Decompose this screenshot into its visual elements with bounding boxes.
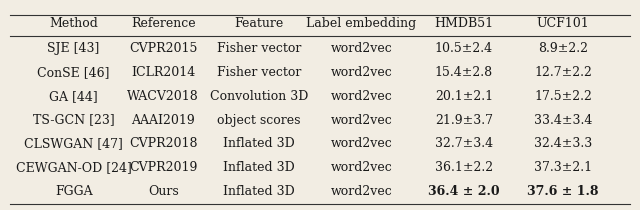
Text: GA [44]: GA [44]: [49, 90, 98, 103]
Text: 10.5±2.4: 10.5±2.4: [435, 42, 493, 55]
Text: CVPR2015: CVPR2015: [129, 42, 197, 55]
Text: HMDB51: HMDB51: [435, 17, 493, 30]
Text: CLSWGAN [47]: CLSWGAN [47]: [24, 137, 123, 150]
Text: word2vec: word2vec: [331, 185, 392, 198]
Text: CVPR2019: CVPR2019: [129, 161, 197, 174]
Text: 8.9±2.2: 8.9±2.2: [538, 42, 588, 55]
Text: word2vec: word2vec: [331, 161, 392, 174]
Text: 32.4±3.3: 32.4±3.3: [534, 137, 593, 150]
Text: word2vec: word2vec: [331, 114, 392, 127]
Text: CEWGAN-OD [24]: CEWGAN-OD [24]: [15, 161, 132, 174]
Text: UCF101: UCF101: [537, 17, 589, 30]
Text: Ours: Ours: [148, 185, 179, 198]
Text: 33.4±3.4: 33.4±3.4: [534, 114, 593, 127]
Text: 20.1±2.1: 20.1±2.1: [435, 90, 493, 103]
Text: 36.4 ± 2.0: 36.4 ± 2.0: [428, 185, 500, 198]
Text: 15.4±2.8: 15.4±2.8: [435, 66, 493, 79]
Text: object scores: object scores: [218, 114, 301, 127]
Text: word2vec: word2vec: [331, 66, 392, 79]
Text: word2vec: word2vec: [331, 90, 392, 103]
Text: TS-GCN [23]: TS-GCN [23]: [33, 114, 115, 127]
Text: 37.6 ± 1.8: 37.6 ± 1.8: [527, 185, 599, 198]
Text: Fisher vector: Fisher vector: [217, 66, 301, 79]
Text: word2vec: word2vec: [331, 137, 392, 150]
Text: ICLR2014: ICLR2014: [131, 66, 195, 79]
Text: 21.9±3.7: 21.9±3.7: [435, 114, 493, 127]
Text: ConSE [46]: ConSE [46]: [37, 66, 110, 79]
Text: CVPR2018: CVPR2018: [129, 137, 198, 150]
Text: 36.1±2.2: 36.1±2.2: [435, 161, 493, 174]
Text: FGGA: FGGA: [55, 185, 92, 198]
Text: word2vec: word2vec: [331, 42, 392, 55]
Text: 12.7±2.2: 12.7±2.2: [534, 66, 592, 79]
Text: 17.5±2.2: 17.5±2.2: [534, 90, 592, 103]
Text: 32.7±3.4: 32.7±3.4: [435, 137, 493, 150]
Text: Reference: Reference: [131, 17, 195, 30]
Text: SJE [43]: SJE [43]: [47, 42, 100, 55]
Text: Feature: Feature: [235, 17, 284, 30]
Text: 37.3±2.1: 37.3±2.1: [534, 161, 592, 174]
Text: Inflated 3D: Inflated 3D: [223, 185, 295, 198]
Text: WACV2018: WACV2018: [127, 90, 199, 103]
Text: AAAI2019: AAAI2019: [131, 114, 195, 127]
Text: Convolution 3D: Convolution 3D: [210, 90, 308, 103]
Text: Inflated 3D: Inflated 3D: [223, 137, 295, 150]
Text: Fisher vector: Fisher vector: [217, 42, 301, 55]
Text: Method: Method: [49, 17, 98, 30]
Text: Label embedding: Label embedding: [307, 17, 417, 30]
Text: Inflated 3D: Inflated 3D: [223, 161, 295, 174]
